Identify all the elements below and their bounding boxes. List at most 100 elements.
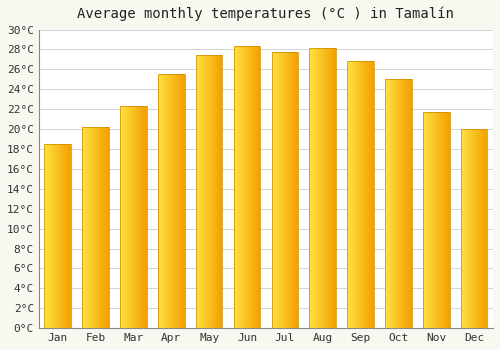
- Bar: [87, 127, 88, 328]
- Bar: [237, 47, 238, 328]
- Bar: [369, 61, 370, 328]
- Bar: [215, 55, 216, 328]
- Bar: [462, 129, 463, 328]
- Bar: [136, 106, 137, 328]
- Bar: [241, 47, 242, 328]
- Bar: [66, 144, 67, 328]
- Bar: [480, 129, 481, 328]
- Bar: [100, 127, 101, 328]
- Bar: [65, 144, 66, 328]
- Bar: [206, 55, 207, 328]
- Bar: [397, 79, 398, 328]
- Bar: [249, 47, 250, 328]
- Bar: [56, 144, 57, 328]
- Bar: [432, 112, 433, 328]
- Bar: [403, 79, 404, 328]
- Bar: [94, 127, 95, 328]
- Bar: [196, 55, 222, 328]
- Bar: [442, 112, 443, 328]
- Bar: [437, 112, 438, 328]
- Bar: [247, 47, 248, 328]
- Bar: [85, 127, 86, 328]
- Bar: [390, 79, 391, 328]
- Bar: [358, 61, 359, 328]
- Bar: [216, 55, 217, 328]
- Bar: [221, 55, 222, 328]
- Bar: [354, 61, 356, 328]
- Bar: [296, 52, 297, 328]
- Bar: [282, 52, 283, 328]
- Bar: [316, 48, 318, 328]
- Bar: [235, 47, 236, 328]
- Bar: [234, 47, 235, 328]
- Bar: [158, 74, 184, 328]
- Bar: [409, 79, 410, 328]
- Bar: [430, 112, 431, 328]
- Bar: [164, 74, 166, 328]
- Bar: [46, 144, 47, 328]
- Bar: [140, 106, 141, 328]
- Bar: [332, 48, 334, 328]
- Bar: [49, 144, 50, 328]
- Bar: [468, 129, 469, 328]
- Bar: [135, 106, 136, 328]
- Bar: [210, 55, 211, 328]
- Bar: [423, 112, 424, 328]
- Bar: [289, 52, 290, 328]
- Bar: [294, 52, 295, 328]
- Bar: [47, 144, 48, 328]
- Bar: [129, 106, 130, 328]
- Bar: [52, 144, 53, 328]
- Bar: [370, 61, 371, 328]
- Bar: [125, 106, 126, 328]
- Bar: [248, 47, 249, 328]
- Bar: [313, 48, 314, 328]
- Bar: [50, 144, 51, 328]
- Bar: [318, 48, 320, 328]
- Bar: [62, 144, 63, 328]
- Bar: [473, 129, 474, 328]
- Bar: [398, 79, 399, 328]
- Bar: [183, 74, 184, 328]
- Bar: [407, 79, 408, 328]
- Bar: [182, 74, 183, 328]
- Bar: [275, 52, 276, 328]
- Bar: [144, 106, 146, 328]
- Bar: [470, 129, 471, 328]
- Bar: [389, 79, 390, 328]
- Bar: [388, 79, 389, 328]
- Bar: [203, 55, 204, 328]
- Bar: [106, 127, 107, 328]
- Bar: [83, 127, 84, 328]
- Bar: [88, 127, 89, 328]
- Bar: [474, 129, 475, 328]
- Bar: [363, 61, 364, 328]
- Bar: [68, 144, 69, 328]
- Bar: [427, 112, 428, 328]
- Bar: [179, 74, 180, 328]
- Bar: [481, 129, 482, 328]
- Bar: [44, 144, 71, 328]
- Bar: [373, 61, 374, 328]
- Bar: [386, 79, 387, 328]
- Bar: [402, 79, 403, 328]
- Bar: [444, 112, 445, 328]
- Bar: [137, 106, 138, 328]
- Bar: [58, 144, 59, 328]
- Bar: [290, 52, 291, 328]
- Bar: [426, 112, 427, 328]
- Bar: [406, 79, 407, 328]
- Bar: [172, 74, 174, 328]
- Bar: [48, 144, 49, 328]
- Bar: [362, 61, 363, 328]
- Bar: [57, 144, 58, 328]
- Bar: [359, 61, 360, 328]
- Bar: [467, 129, 468, 328]
- Bar: [236, 47, 237, 328]
- Bar: [251, 47, 252, 328]
- Bar: [399, 79, 400, 328]
- Bar: [312, 48, 313, 328]
- Bar: [162, 74, 164, 328]
- Bar: [475, 129, 476, 328]
- Bar: [244, 47, 245, 328]
